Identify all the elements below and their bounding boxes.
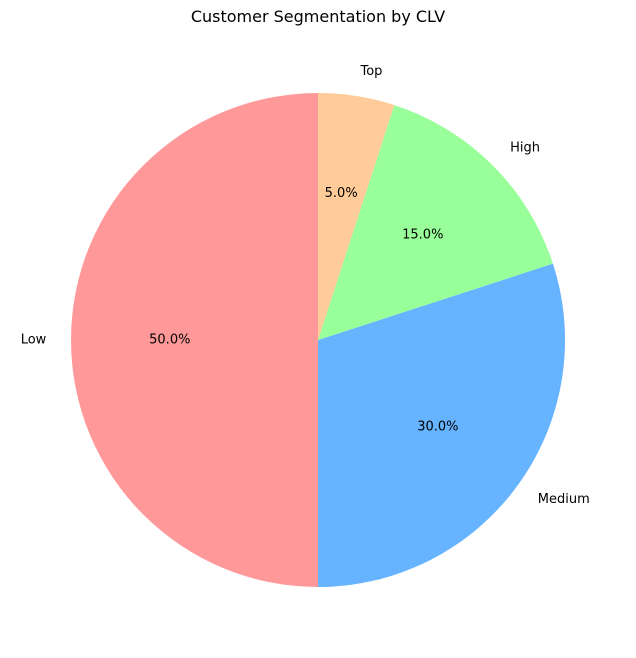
slice-percent-medium: 30.0% bbox=[417, 420, 458, 435]
slice-label-low: Low bbox=[21, 333, 47, 348]
slice-label-top: Top bbox=[360, 64, 383, 79]
pie-slice-medium bbox=[318, 263, 565, 587]
pie-labels: Low 50.0% Medium 30.0% High 15.0% Top 5.0% bbox=[21, 64, 590, 507]
pie-slice-top bbox=[318, 93, 395, 340]
pie-slice-low bbox=[71, 93, 318, 587]
slice-percent-low: 50.0% bbox=[149, 333, 190, 348]
pie-slice-high bbox=[318, 105, 553, 340]
chart-title: Customer Segmentation by CLV bbox=[190, 7, 446, 26]
slice-percent-top: 5.0% bbox=[325, 186, 358, 201]
slice-percent-high: 15.0% bbox=[402, 228, 443, 243]
slice-label-medium: Medium bbox=[538, 492, 590, 507]
pie-slices bbox=[71, 93, 565, 587]
slice-label-high: High bbox=[510, 140, 540, 155]
